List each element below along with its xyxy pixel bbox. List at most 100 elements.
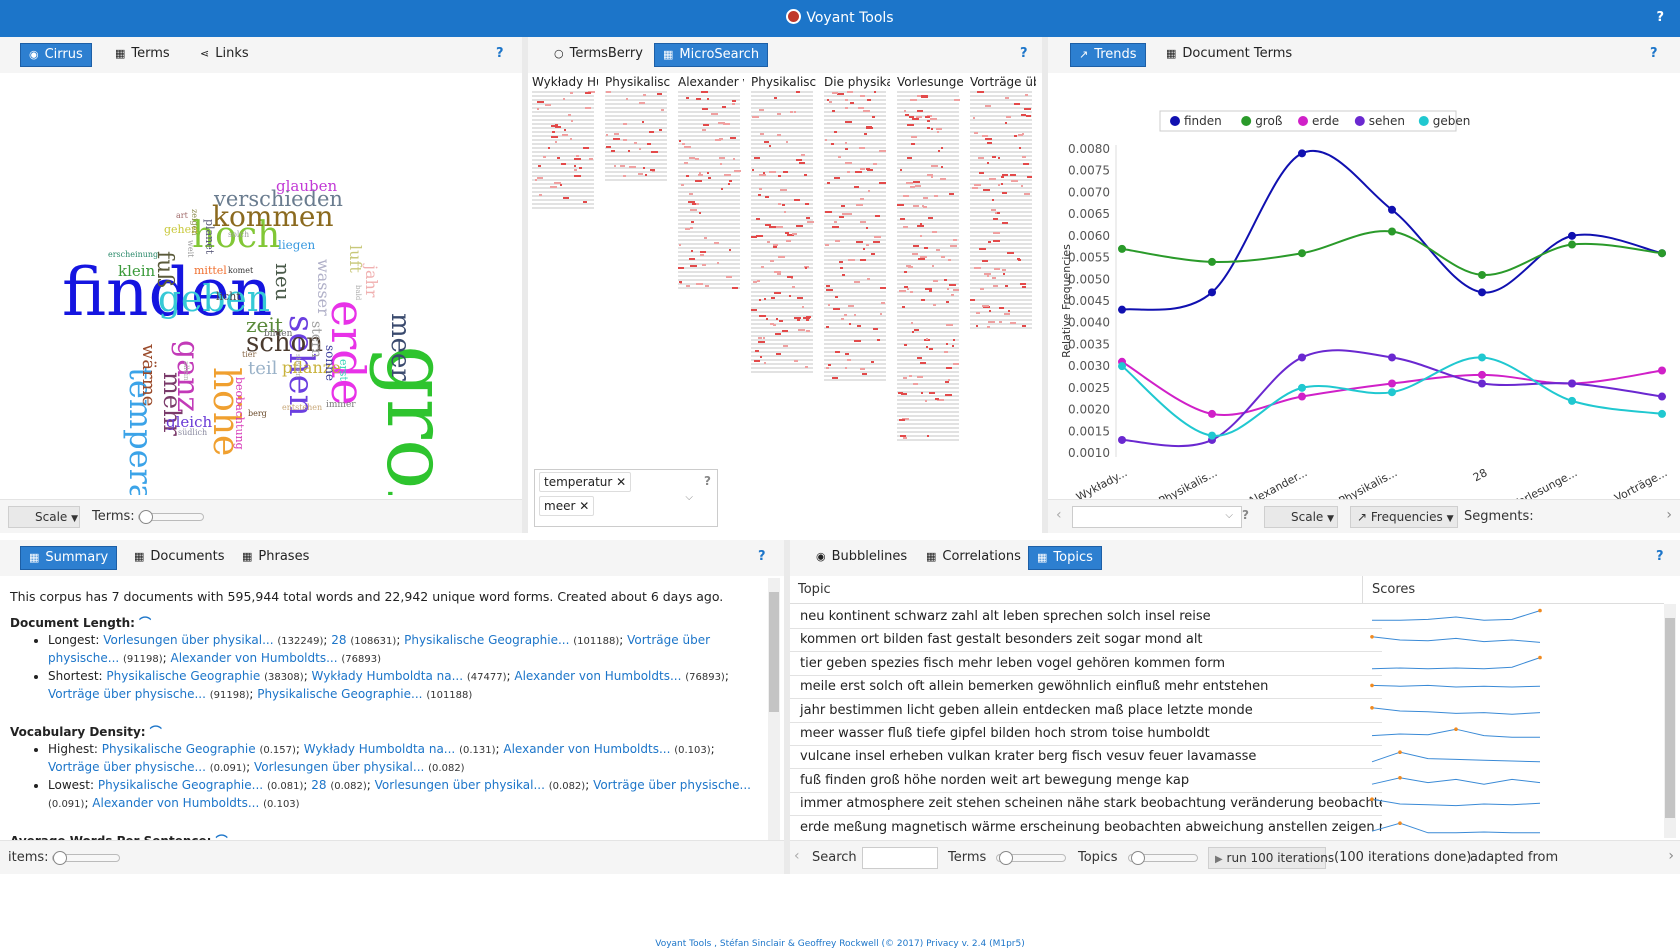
- document-link[interactable]: Vorträge über physische...: [48, 760, 206, 774]
- data-point[interactable]: [1658, 409, 1666, 418]
- cloud-word[interactable]: wasser: [314, 259, 333, 316]
- cloud-word[interactable]: zeigen: [190, 209, 199, 236]
- microsearch-help-icon[interactable]: ?: [1020, 46, 1028, 61]
- cloud-word[interactable]: kommen: [212, 200, 334, 233]
- run-iterations-button[interactable]: ▶ run 100 iterations: [1208, 847, 1334, 869]
- scale-dropdown[interactable]: Scale ▼: [8, 506, 80, 528]
- cloud-word[interactable]: groß: [368, 345, 466, 495]
- microsearch-column[interactable]: Vorlesunger: [897, 75, 963, 475]
- microsearch-column[interactable]: Wykłady Hu: [532, 75, 598, 475]
- cloud-word[interactable]: mehr: [158, 372, 186, 436]
- data-point[interactable]: [1298, 392, 1306, 401]
- term-select[interactable]: ⌵: [1072, 506, 1242, 528]
- cloud-word[interactable]: beobachtung: [233, 377, 246, 450]
- chevron-down-icon[interactable]: ⌵: [685, 492, 693, 503]
- cloud-word[interactable]: gleich: [166, 413, 212, 431]
- document-link[interactable]: Alexander von Humboldts...: [503, 742, 671, 756]
- cloud-word[interactable]: entstehen: [282, 403, 322, 412]
- data-point[interactable]: [1478, 379, 1486, 388]
- cloud-word[interactable]: weit: [186, 240, 195, 258]
- data-point[interactable]: [1118, 244, 1126, 253]
- tab-terms[interactable]: ▦ Terms: [107, 43, 178, 67]
- tab-phrases[interactable]: ▦ Phrases: [234, 546, 317, 570]
- data-point[interactable]: [1388, 227, 1396, 236]
- data-point[interactable]: [1568, 231, 1576, 240]
- legend-entry[interactable]: groß: [1255, 114, 1283, 128]
- cloud-word[interactable]: geben: [158, 279, 270, 320]
- table-row[interactable]: neu kontinent schwarz zahl alt leben spr…: [790, 604, 1382, 629]
- terms-slider-knob[interactable]: [139, 510, 153, 524]
- remove-icon[interactable]: ✕: [616, 475, 627, 489]
- table-row[interactable]: erde meßung magnetisch wärme erscheinung…: [790, 815, 1382, 838]
- scale-dropdown[interactable]: Scale ▼: [1264, 506, 1338, 528]
- microsearch-column[interactable]: Physikalisch: [751, 75, 817, 475]
- document-link[interactable]: Alexander von Humboldts...: [170, 651, 338, 665]
- cloud-word[interactable]: art: [176, 211, 189, 220]
- tab-trends[interactable]: ↗ Trends: [1070, 43, 1146, 67]
- data-point[interactable]: [1388, 388, 1396, 397]
- scrollbar-thumb[interactable]: [1665, 618, 1675, 818]
- topics-slider[interactable]: [1128, 851, 1198, 865]
- document-link[interactable]: Physikalische Geographie...: [404, 633, 570, 647]
- document-link[interactable]: Physikalische Geographie...: [257, 687, 423, 701]
- cloud-word[interactable]: neu: [271, 263, 295, 301]
- legend-entry[interactable]: geben: [1433, 114, 1471, 128]
- topic-column-header[interactable]: Topic: [798, 582, 831, 597]
- data-point[interactable]: [1118, 435, 1126, 444]
- data-point[interactable]: [1388, 379, 1396, 388]
- series-line-geben[interactable]: [1121, 356, 1663, 437]
- cirrus-help-icon[interactable]: ?: [496, 46, 504, 61]
- remove-icon[interactable]: ✕: [579, 499, 590, 513]
- data-point[interactable]: [1658, 392, 1666, 401]
- cloud-word[interactable]: erscheinung: [108, 250, 158, 259]
- data-point[interactable]: [1568, 240, 1576, 249]
- cloud-word[interactable]: fuß: [152, 251, 177, 288]
- cloud-word[interactable]: planet: [203, 219, 216, 255]
- cloud-word[interactable]: meer: [385, 313, 415, 381]
- tab-termsberry[interactable]: ○ TermsBerry: [546, 43, 651, 67]
- series-line-groß[interactable]: [1121, 230, 1663, 276]
- cloud-word[interactable]: erde: [321, 300, 375, 406]
- cloud-word[interactable]: bilden: [264, 329, 293, 339]
- topics-help-icon[interactable]: ?: [1656, 549, 1664, 564]
- data-point[interactable]: [1658, 249, 1666, 258]
- tab-correlations[interactable]: ▦ Correlations: [918, 546, 1029, 570]
- document-link[interactable]: Wykłady Humboldta na...: [303, 742, 456, 756]
- cloud-word[interactable]: hoch: [192, 215, 280, 256]
- cloud-word[interactable]: wärme: [138, 344, 159, 406]
- items-slider[interactable]: [52, 851, 120, 865]
- legend-entry[interactable]: sehen: [1369, 114, 1405, 128]
- table-row[interactable]: meer wasser fluß tiefe gipfel bilden hoc…: [790, 721, 1382, 746]
- table-row[interactable]: fuß finden groß höhe norden weit art bew…: [790, 768, 1382, 793]
- term-select-help-icon[interactable]: ?: [1242, 508, 1249, 522]
- cloud-word[interactable]: finden: [62, 254, 272, 331]
- document-link[interactable]: Physikalische Geographie: [106, 669, 261, 683]
- cloud-word[interactable]: mittel: [194, 264, 227, 277]
- cloud-word[interactable]: licht: [216, 290, 241, 303]
- tab-cirrus[interactable]: ◉ Cirrus: [20, 43, 92, 67]
- table-row[interactable]: immer atmosphere zeit stehen scheinen nä…: [790, 791, 1382, 817]
- data-point[interactable]: [1568, 379, 1576, 388]
- microsearch-column[interactable]: Physikalisch: [605, 75, 671, 475]
- data-point[interactable]: [1658, 366, 1666, 375]
- cloud-word[interactable]: südlich: [178, 428, 207, 437]
- chevron-left-icon[interactable]: ‹: [1056, 507, 1062, 523]
- data-point[interactable]: [1208, 288, 1216, 297]
- data-point[interactable]: [1118, 305, 1126, 314]
- cloud-word[interactable]: gehen: [164, 223, 198, 236]
- cloud-word[interactable]: solch: [228, 230, 249, 239]
- cloud-word[interactable]: ganz: [170, 340, 205, 412]
- document-link[interactable]: Vorträge über physische...: [48, 633, 711, 665]
- document-link[interactable]: 28: [331, 633, 347, 647]
- document-link[interactable]: Vorträge über physische...: [48, 687, 206, 701]
- scrollbar-thumb[interactable]: [769, 592, 779, 712]
- data-point[interactable]: [1478, 288, 1486, 297]
- microsearch-column[interactable]: Vorträge üb: [970, 75, 1036, 475]
- data-point[interactable]: [1298, 383, 1306, 392]
- microsearch-column[interactable]: Alexander v: [678, 75, 744, 475]
- topics-slider-knob[interactable]: [1131, 851, 1145, 865]
- data-point[interactable]: [1118, 362, 1126, 371]
- table-row[interactable]: jahr bestimmen licht geben allein entdec…: [790, 698, 1382, 723]
- series-line-sehen[interactable]: [1121, 349, 1663, 448]
- tab-topics[interactable]: ▦ Topics: [1028, 546, 1102, 570]
